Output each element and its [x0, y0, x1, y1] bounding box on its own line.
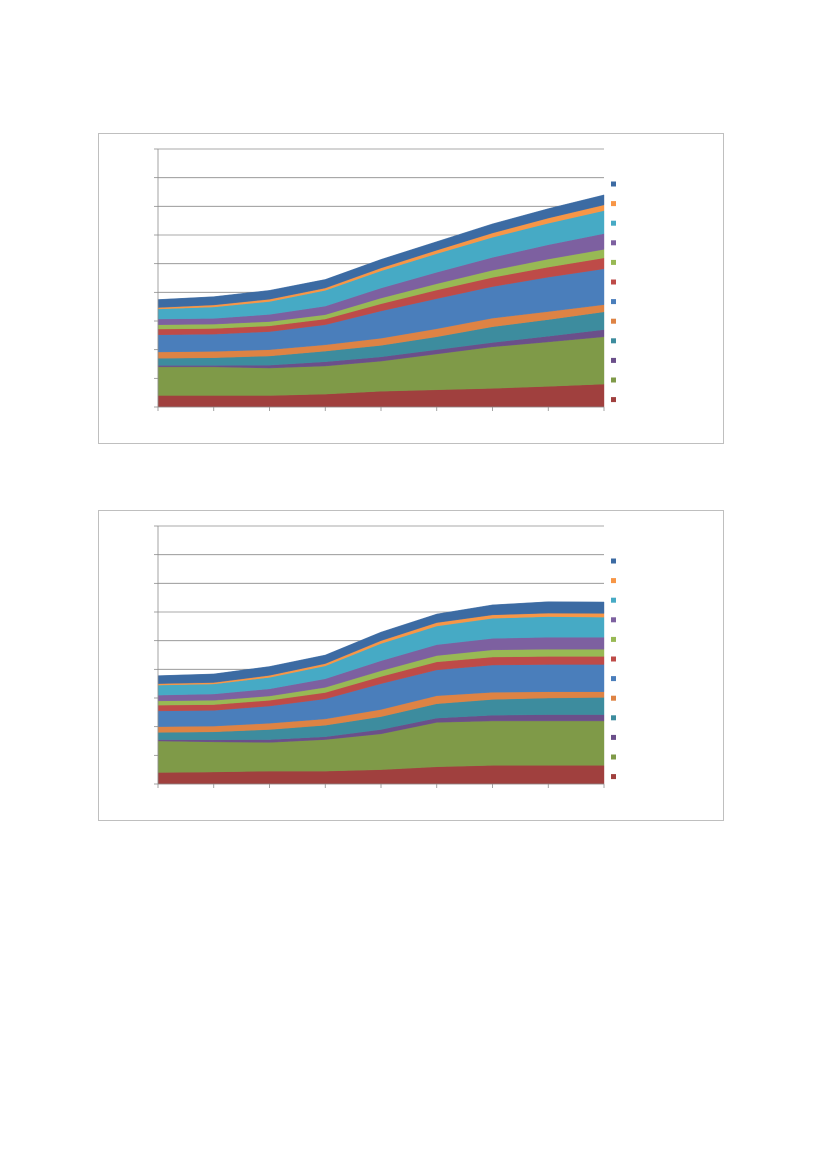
legend-swatch-series-3 [611, 357, 616, 363]
legend-swatch-series-12 [611, 181, 616, 187]
legend-swatch-series-9 [611, 617, 616, 623]
legend-swatch-series-5 [611, 318, 616, 324]
legend-swatch-series-1 [611, 397, 616, 403]
legend-swatch-series-1 [611, 774, 616, 780]
legend-swatch-series-11 [611, 578, 616, 584]
legend-swatch-series-9 [611, 240, 616, 246]
legend-swatch-series-10 [611, 597, 616, 603]
legend-swatch-series-8 [611, 259, 616, 265]
chart-2 [98, 510, 724, 821]
chart-2-area-series-12 [157, 601, 605, 684]
legend-swatch-series-6 [611, 299, 616, 305]
legend-swatch-series-2 [611, 377, 616, 383]
legend-swatch-series-12 [611, 558, 616, 564]
legend-swatch-series-4 [611, 715, 616, 721]
legend-swatch-series-6 [611, 676, 616, 682]
legend-swatch-series-10 [611, 220, 616, 226]
chart-1 [98, 133, 724, 444]
legend-swatch-series-5 [611, 695, 616, 701]
legend-swatch-series-7 [611, 279, 616, 285]
legend-swatch-series-7 [611, 656, 616, 662]
chart-1-area-series-12 [157, 194, 605, 308]
legend-swatch-series-4 [611, 338, 616, 344]
legend-swatch-series-3 [611, 734, 616, 740]
legend-swatch-series-2 [611, 754, 616, 760]
chart-2-svg [154, 525, 616, 788]
legend-swatch-series-11 [611, 201, 616, 207]
legend-swatch-series-8 [611, 636, 616, 642]
chart-1-svg [154, 148, 616, 411]
